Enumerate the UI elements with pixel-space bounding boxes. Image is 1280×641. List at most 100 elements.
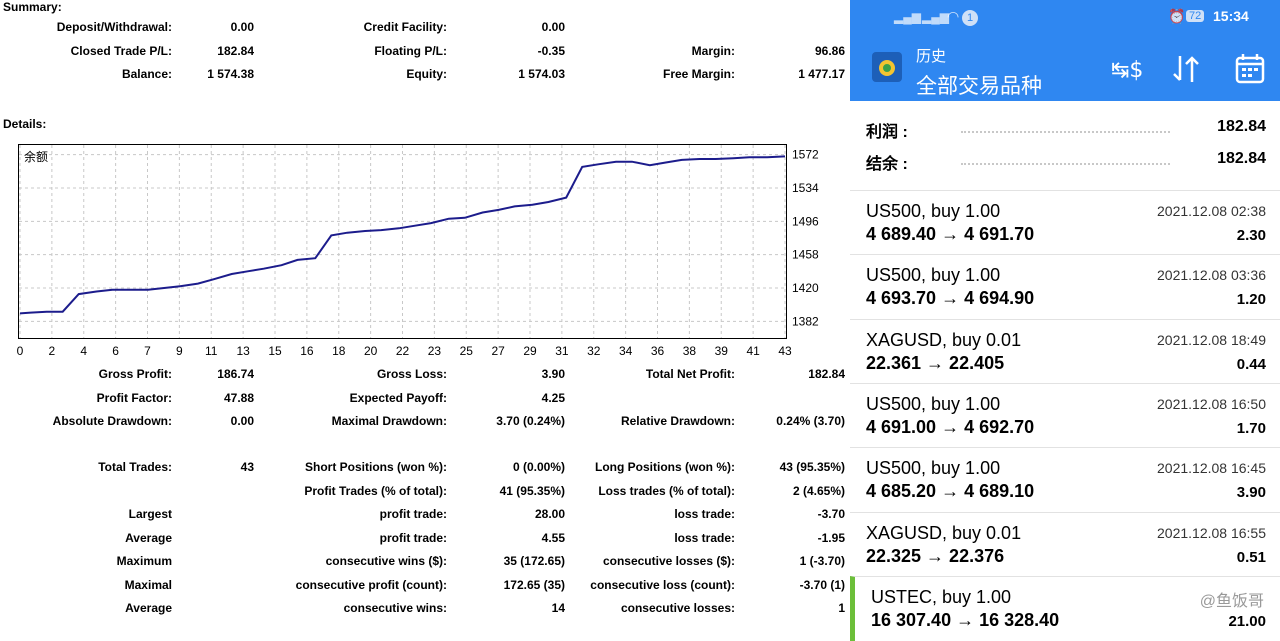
details-title: Details:	[3, 117, 47, 131]
x-tick-label: 11	[205, 344, 218, 358]
trade-symbol: US500, buy 1.00	[866, 265, 1001, 286]
stat-row: Largest profit trade: 28.00 loss trade: -3.7…	[0, 507, 850, 531]
trade-profit: 3.90	[1236, 484, 1266, 502]
stat-value: 41 (95.35%)	[499, 483, 565, 498]
stat-label: Loss trades (% of total):	[598, 483, 735, 498]
battery-level: 72	[1186, 10, 1205, 22]
stat-label: loss trade:	[674, 507, 735, 521]
x-tick-label: 23	[428, 344, 442, 358]
trade-date: 2021.12.08 18:49	[1157, 331, 1266, 348]
stat-value: 4.55	[541, 530, 565, 545]
currency-swap-icon[interactable]: ↹$	[1108, 52, 1143, 86]
trade-prices: 4 685.20 → 4 689.10	[866, 481, 1035, 502]
svg-text:↹$: ↹$	[1111, 58, 1142, 83]
stat-label: consecutive wins ($):	[325, 554, 447, 568]
stat-value: 3.90	[541, 367, 565, 381]
profit-value: 182.84	[1217, 118, 1266, 135]
x-tick-label: 38	[683, 344, 697, 358]
trade-item[interactable]: US500, buy 1.00 4 693.70 → 4 694.90 2021.1…	[850, 254, 1280, 320]
stat-row: Average consecutive wins: 14 consecutive lo…	[0, 601, 850, 625]
x-tick-label: 2	[49, 344, 56, 358]
x-tick-label: 25	[460, 344, 474, 358]
x-tick-label: 20	[364, 344, 378, 358]
trade-symbol: US500, buy 1.00	[866, 458, 1001, 479]
trade-date: 2021.12.08 03:36	[1157, 267, 1266, 284]
stat-label: Absolute Drawdown:	[52, 414, 172, 428]
trade-symbol: US500, buy 1.00	[866, 393, 1001, 414]
signal-icon: ▂▄▆	[894, 10, 921, 24]
stat-row: Gross Profit: 186.74 Gross Loss: 3.90 Total …	[0, 367, 850, 391]
status-time: 15:34	[1213, 8, 1249, 24]
stat-label: Closed Trade P/L:	[70, 43, 172, 58]
trade-item[interactable]: US500, buy 1.00 4 685.20 → 4 689.10 2021.1…	[850, 447, 1280, 513]
stat-row: Average profit trade: 4.55 loss trade: -1.95	[0, 531, 850, 555]
x-tick-label: 41	[746, 344, 760, 358]
x-tick-label: 29	[523, 344, 537, 358]
balance-label: 结余 :	[866, 156, 908, 173]
trade-date: 2021.12.08 02:38	[1157, 203, 1266, 219]
stat-value: 43	[240, 460, 254, 474]
stat-row: Profit Factor: 47.88 Expected Payoff: 4.25	[0, 391, 850, 415]
trade-date: 2021.12.08 16:50	[1157, 395, 1266, 412]
stat-label: Long Positions (won %):	[595, 460, 735, 474]
balance-line	[19, 155, 786, 315]
stat-label: Deposit/Withdrawal:	[56, 20, 172, 34]
x-tick-label: 4	[80, 344, 87, 358]
watermark: @鱼饭哥	[1199, 593, 1264, 610]
y-tick-label: 1572	[792, 148, 819, 162]
stat-label: profit trade:	[379, 530, 447, 545]
trade-prices: 16 307.40 → 16 328.40	[871, 609, 1060, 630]
stat-label: Profit Trades (% of total):	[304, 483, 447, 498]
trade-item[interactable]: USTEC, buy 1.00 16 307.40 → 16 328.40 21.0…	[850, 575, 1280, 641]
stat-label: consecutive profit (count):	[295, 577, 447, 592]
x-tick-label: 32	[587, 344, 601, 358]
symbol-filter[interactable]: 全部交易品种	[916, 75, 1042, 98]
balance-chart-plot: 余额	[19, 145, 786, 338]
stat-value: 0.24% (3.70)	[776, 414, 845, 428]
calendar-icon[interactable]	[1234, 52, 1268, 86]
signal-icon-2: ▂▄▆	[922, 10, 949, 24]
stat-value: 43 (95.35%)	[779, 460, 845, 474]
stat-value: 182.84	[808, 367, 845, 381]
stat-label: Gross Loss:	[376, 367, 447, 381]
x-tick-label: 22	[396, 344, 410, 358]
app-logo-icon[interactable]	[872, 52, 902, 82]
stat-value: 172.65 (35)	[503, 577, 565, 592]
stat-row: Maximal consecutive profit (count): 172.65…	[0, 578, 850, 602]
x-tick-label: 16	[300, 344, 314, 358]
trade-symbol: XAGUSD, buy 0.01	[866, 522, 1022, 543]
trade-symbol: US500, buy 1.00	[866, 201, 1001, 221]
sort-icon[interactable]	[1170, 52, 1204, 86]
trade-item[interactable]: XAGUSD, buy 0.01 22.325 → 22.376 2021.12.0…	[850, 511, 1280, 577]
stat-value: 1 (-3.70)	[799, 554, 845, 568]
summary-title: Summary:	[3, 0, 62, 14]
balance-dots	[961, 163, 1170, 165]
stat-value: -3.70 (1)	[799, 577, 845, 592]
stat-label: Maximum	[116, 554, 172, 568]
trade-item[interactable]: US500, buy 1.00 4 691.00 → 4 692.70 2021.1…	[850, 382, 1280, 448]
x-tick-label: 31	[555, 344, 569, 358]
stat-value: 1 574.03	[518, 67, 565, 81]
stat-value: -0.35	[537, 43, 565, 58]
stat-row: Closed Trade P/L: 182.84 Floating P/L: -0.3…	[0, 44, 850, 68]
y-tick-label: 1420	[792, 281, 819, 295]
y-tick-label: 1534	[792, 181, 819, 195]
stat-label: Margin:	[691, 43, 735, 58]
trade-prices: 22.361 → 22.405	[866, 352, 1005, 373]
stat-row: Absolute Drawdown: 0.00 Maximal Drawdown: 3…	[0, 414, 850, 438]
status-bar: ▂▄▆ ▂▄▆ ◠ 1 ⏰ 72 15:34	[850, 8, 1280, 30]
stat-label: loss trade:	[674, 530, 735, 545]
screen-title: 历史	[916, 48, 947, 65]
stat-label: Maximal	[124, 577, 172, 592]
trade-profit: 2.30	[1236, 227, 1266, 244]
stat-label: consecutive losses:	[620, 601, 735, 615]
trade-item[interactable]: XAGUSD, buy 0.01 22.361 → 22.405 2021.12.0…	[850, 318, 1280, 384]
x-tick-label: 0	[17, 344, 24, 358]
trade-item[interactable]: US500, buy 1.00 4 689.40 → 4 691.70 2021.1…	[850, 190, 1280, 255]
stat-value: 4.25	[541, 390, 565, 405]
summary-grid: Deposit/Withdrawal: 0.00 Credit Facility: 0…	[0, 20, 850, 91]
stat-label: Expected Payoff:	[349, 390, 447, 405]
stat-value: 3.70 (0.24%)	[496, 414, 565, 428]
stat-value: 0 (0.00%)	[512, 460, 565, 474]
stat-value: 182.84	[217, 43, 254, 58]
